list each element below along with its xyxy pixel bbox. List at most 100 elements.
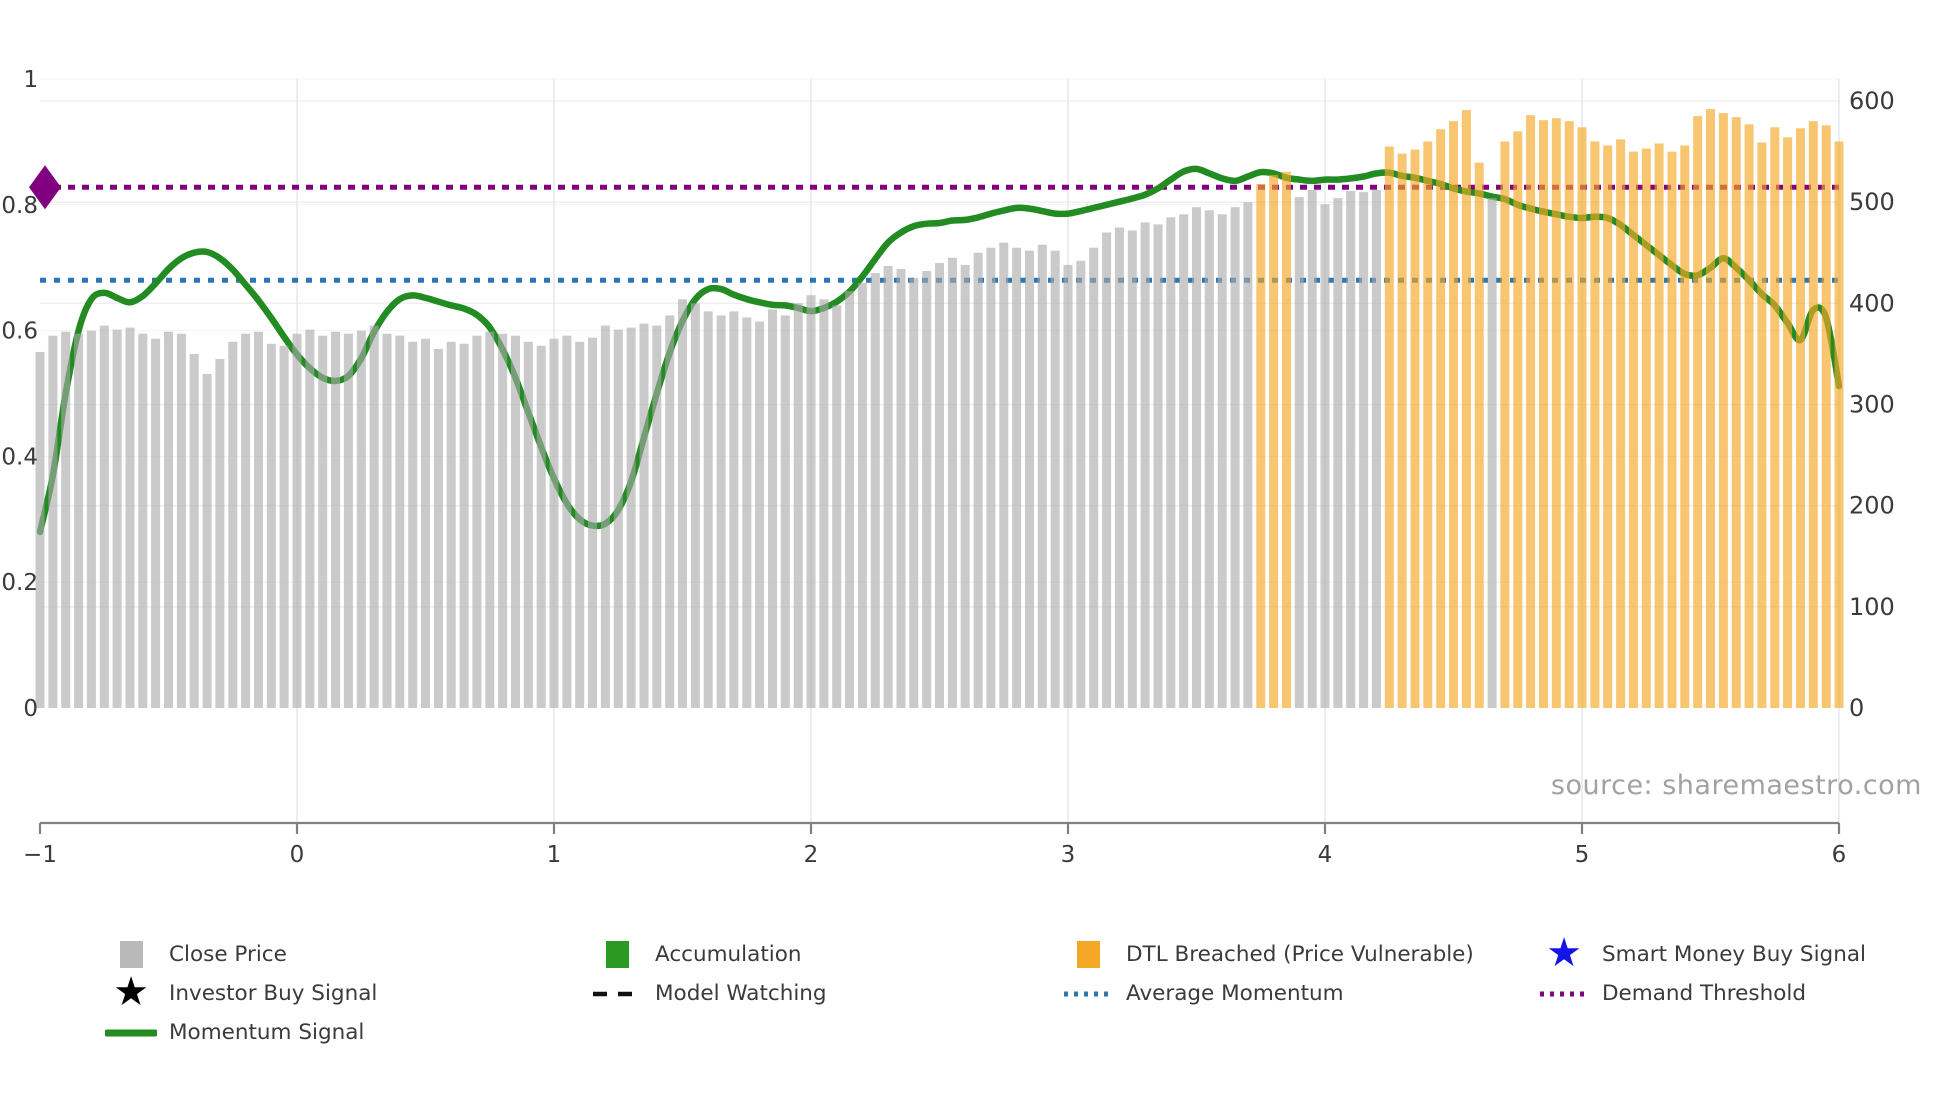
x-tick-label: 6	[1832, 842, 1847, 868]
bar-close-price	[742, 317, 752, 708]
bar-close-price	[716, 315, 726, 708]
bar-dtl-breached	[1539, 120, 1548, 708]
demand-threshold-swatch-icon	[1526, 989, 1602, 999]
bar-close-price	[228, 341, 238, 708]
bar-close-price	[254, 331, 263, 708]
smart-money-buy-signal-star-icon: ★	[1546, 929, 1582, 976]
smart-money-buy-signal-swatch-icon: ★	[1526, 929, 1602, 976]
bar-close-price	[639, 323, 649, 708]
bar-close-price	[1050, 250, 1060, 708]
chart-canvas[interactable]: −1 0 1 2 3 4 5 6 0 0.2 0.4 0.6 0.8 1 0 100 200 300 400 500 6…	[0, 0, 1960, 880]
bar-close-price	[960, 264, 970, 708]
legend: Close Price ★ Investor Buy Signal Momentum …	[0, 929, 1960, 1065]
dtl-breached-square-icon	[1076, 941, 1100, 968]
close-price-swatch-icon	[93, 941, 169, 968]
close-price-square-icon	[119, 941, 143, 968]
bar-close-price	[999, 242, 1009, 708]
bar-dtl-breached	[1641, 148, 1651, 708]
bar-close-price	[1140, 222, 1150, 708]
bar-dtl-breached	[1654, 143, 1664, 708]
bar-close-price	[343, 333, 353, 708]
bar-dtl-breached	[1693, 116, 1703, 708]
bar-close-price	[1063, 264, 1073, 708]
bar-close-price	[1114, 227, 1124, 708]
bar-close-price	[74, 333, 84, 708]
bar-close-price	[1192, 207, 1201, 708]
bar-close-price	[896, 268, 906, 708]
legend-label: Accumulation	[655, 942, 802, 967]
bar-dtl-breached	[1461, 110, 1471, 709]
bar-close-price	[48, 335, 58, 708]
bar-close-price	[870, 273, 880, 708]
bar-close-price	[318, 335, 328, 708]
bar-close-price	[922, 271, 932, 708]
bar-dtl-breached	[1513, 131, 1523, 708]
bar-close-price	[857, 283, 867, 708]
bar-dtl-breached	[1834, 141, 1844, 708]
legend-item-dtl-breached[interactable]: DTL Breached (Price Vulnerable)	[1050, 935, 1474, 974]
bar-close-price	[549, 338, 559, 708]
bar-close-price	[305, 329, 315, 708]
bar-dtl-breached	[1731, 117, 1741, 708]
bar-close-price	[241, 333, 251, 708]
bar-close-price	[986, 247, 996, 708]
bar-close-price	[1333, 198, 1343, 708]
y-right-tick-label: 600	[1849, 87, 1895, 115]
bar-dtl-breached	[1449, 121, 1458, 708]
bar-close-price	[1204, 210, 1214, 709]
x-tick-label: 3	[1061, 842, 1076, 868]
bar-close-price	[665, 315, 675, 708]
bar-dtl-breached	[1526, 115, 1536, 708]
legend-item-smart-money-buy-signal[interactable]: ★ Smart Money Buy Signal	[1526, 929, 1866, 976]
bar-close-price	[266, 343, 276, 708]
bar-close-price	[99, 325, 109, 708]
bar-close-price	[433, 348, 443, 708]
legend-item-demand-threshold[interactable]: Demand Threshold	[1526, 974, 1866, 1013]
accumulation-swatch-icon	[579, 941, 655, 968]
bar-close-price	[1359, 192, 1369, 709]
bar-close-price	[35, 351, 45, 708]
bar-close-price	[202, 374, 212, 708]
y-left-tick-label: 0.2	[1, 570, 38, 596]
bar-close-price	[909, 278, 919, 708]
bar-close-price	[845, 291, 855, 708]
bar-close-price	[613, 329, 623, 708]
legend-label: Smart Money Buy Signal	[1602, 942, 1866, 967]
bar-dtl-breached	[1410, 149, 1420, 709]
bar-dtl-breached	[1616, 139, 1626, 708]
y-left-tick-label: 0	[23, 696, 38, 722]
bar-dtl-breached	[1808, 121, 1818, 708]
bar-close-price	[793, 303, 803, 708]
bar-close-price	[1346, 191, 1356, 708]
bar-close-price	[498, 333, 508, 708]
y-left-tick-label: 1	[23, 67, 38, 93]
y-right-tick-label: 300	[1849, 391, 1895, 419]
bar-close-price	[523, 341, 533, 708]
bar-close-price	[151, 338, 161, 708]
y-right-tick-label: 100	[1849, 593, 1895, 621]
bar-dtl-breached	[1384, 146, 1394, 708]
y-right-tick-label: 500	[1849, 188, 1895, 216]
bar-dtl-breached	[1744, 124, 1754, 709]
bar-close-price	[279, 345, 289, 708]
bar-close-price	[1307, 190, 1317, 708]
legend-label: Model Watching	[655, 981, 827, 1006]
bar-close-price	[1243, 202, 1253, 708]
legend-item-close-price[interactable]: Close Price	[93, 935, 377, 974]
bar-close-price	[472, 335, 482, 708]
legend-item-investor-buy-signal[interactable]: ★ Investor Buy Signal	[93, 972, 377, 1013]
bar-close-price	[626, 327, 636, 708]
legend-item-accumulation[interactable]: Accumulation	[579, 935, 827, 974]
legend-item-model-watching[interactable]: Model Watching	[579, 974, 827, 1013]
bar-close-price	[1371, 190, 1381, 708]
legend-item-average-momentum[interactable]: Average Momentum	[1050, 974, 1474, 1013]
bar-close-price	[1320, 204, 1330, 708]
bar-close-price	[1487, 198, 1497, 708]
bar-dtl-breached	[1680, 145, 1690, 708]
y-left-tick-label: 0.4	[1, 444, 38, 470]
close-price-bars	[35, 109, 1844, 709]
bar-close-price	[292, 333, 302, 708]
legend-item-momentum-signal[interactable]: Momentum Signal	[93, 1013, 377, 1052]
bar-dtl-breached	[1564, 121, 1574, 708]
